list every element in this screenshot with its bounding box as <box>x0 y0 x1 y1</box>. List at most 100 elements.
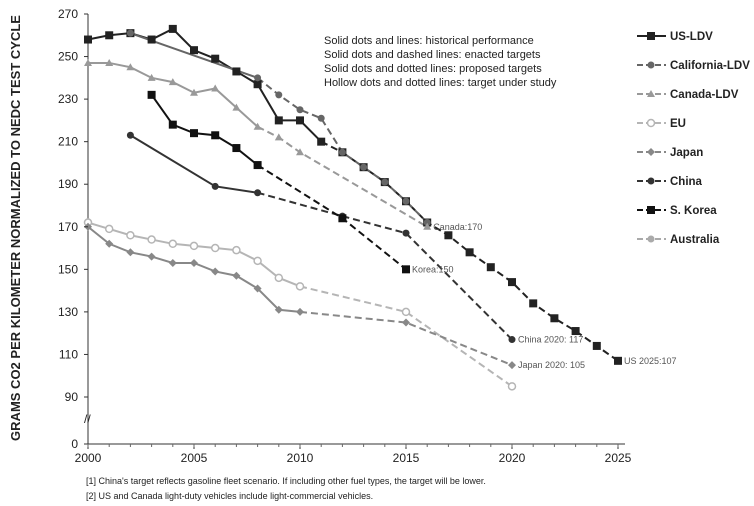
series-s-korea-point <box>168 120 177 129</box>
y-tick-label: 170 <box>58 220 78 234</box>
series-china-point <box>126 131 134 139</box>
series-us-ldv-point <box>571 327 580 336</box>
series-eu-point <box>147 235 156 244</box>
series-japan-point <box>105 239 114 248</box>
series-eu-point <box>210 243 220 253</box>
series-eu-point <box>126 231 135 240</box>
legend-marker-australia <box>647 235 655 243</box>
series-california-ldv-point <box>126 29 134 37</box>
series-japan-point <box>253 284 262 293</box>
series-us-ldv-point <box>296 116 304 125</box>
series-canada-ldv-point <box>423 222 432 230</box>
series-japan-point <box>296 307 304 316</box>
series-canada-ldv-point <box>211 84 220 92</box>
legend-label-australia: Australia <box>670 234 720 246</box>
series-s-korea-point <box>402 265 410 274</box>
legend-label-china: China <box>670 176 703 188</box>
series-us-ldv-point <box>465 248 474 257</box>
legend-marker-japan <box>647 148 655 156</box>
series-canada-ldv-point <box>296 148 304 156</box>
series-china-target-line <box>257 191 513 341</box>
series-us-ldv-point <box>444 231 453 240</box>
series-japan-point <box>168 258 177 267</box>
series-canada-ldv-point <box>232 103 241 111</box>
series-canada-ldv-point <box>105 58 114 66</box>
y-tick-label: 0 <box>71 437 78 451</box>
annotation-label: China 2020: 117 <box>518 335 583 345</box>
note-under-study: Hollow dots and dotted lines: target und… <box>324 77 557 89</box>
series-japan-point <box>190 258 198 267</box>
y-tick-label: 190 <box>58 177 78 191</box>
annotation-label: Canada:170 <box>433 222 482 232</box>
series-canada-ldv-point <box>253 122 262 130</box>
series-eu-historical-line <box>87 221 301 288</box>
chart-notes: Solid dots and lines: historical perform… <box>324 35 557 89</box>
legend-label-s-korea: S. Korea <box>670 205 717 217</box>
series-japan-point <box>274 305 283 314</box>
series-s-korea-point <box>211 131 220 140</box>
series-s-korea-point <box>190 129 198 138</box>
annotation-label: US 2025:107 <box>624 356 677 366</box>
footnote-1: [1] China's target reflects gasoline fle… <box>86 476 486 486</box>
series-s-korea-historical-line <box>150 94 259 166</box>
series-china-point <box>254 189 262 197</box>
series-us-ldv-point <box>274 116 283 125</box>
series-california-ldv-point <box>275 91 283 99</box>
series-canada-ldv-point <box>126 63 135 71</box>
footnote-2: [2] US and Canada light-duty vehicles in… <box>86 491 373 501</box>
legend: US-LDV California-LDV Canada-LDV EU Japan Chi… <box>637 31 750 246</box>
series-japan-point <box>147 252 156 261</box>
y-tick-label: 210 <box>58 135 78 149</box>
series-japan-target-line <box>299 310 513 367</box>
series-us-ldv-point <box>508 278 516 287</box>
series-california-ldv-point <box>254 74 262 82</box>
legend-marker-s-korea <box>647 206 655 214</box>
series-us-ldv-point <box>190 46 198 55</box>
series-us-ldv-point <box>529 299 538 308</box>
series-eu-point <box>507 382 517 391</box>
series-eu-point <box>168 239 178 249</box>
x-tick-label: 2000 <box>75 451 102 465</box>
series-us-ldv-point <box>211 54 220 63</box>
series-japan-point <box>508 361 516 370</box>
series-canada-ldv-point <box>147 73 156 81</box>
series-us-ldv-point <box>550 314 559 323</box>
legend-label-eu: EU <box>670 118 686 130</box>
series-us-ldv-point <box>592 341 601 350</box>
x-tick-label: 2010 <box>287 451 314 465</box>
series-california-ldv-point <box>360 163 368 171</box>
series-japan-point <box>211 267 220 276</box>
series-japan-point <box>126 248 135 257</box>
series-us-ldv-target-line <box>320 140 619 362</box>
series-california-ldv-point <box>338 148 346 156</box>
legend-label-us-ldv: US-LDV <box>670 31 713 43</box>
series-eu-point <box>253 256 262 266</box>
y-tick-label: 270 <box>58 7 78 21</box>
series-japan-point <box>232 271 241 280</box>
series-s-korea-point <box>338 214 347 223</box>
series-us-ldv-point <box>614 356 622 365</box>
series-california-ldv-point <box>423 219 431 227</box>
series-california-ldv-point <box>381 178 389 186</box>
series-us-ldv-point <box>232 67 241 76</box>
series-eu-point <box>104 224 114 234</box>
series-canada-ldv-historical-line <box>88 61 259 128</box>
series-us-ldv-point <box>105 31 114 40</box>
note-proposed: Solid dots and dotted lines: proposed ta… <box>324 63 542 75</box>
series-california-ldv-point <box>317 114 325 122</box>
x-tick-label: 2015 <box>393 451 420 465</box>
series-china-point <box>508 336 516 344</box>
series-canada-ldv-point <box>168 78 177 86</box>
series-eu-point <box>189 241 199 251</box>
y-axis-label-line1: GRAMS CO2 PER KILOMETER NORMALIZED TO NE… <box>8 15 23 441</box>
y-tick-label: 230 <box>58 92 78 106</box>
y-tick-label: 130 <box>58 305 78 319</box>
y-tick-label: 110 <box>59 347 78 361</box>
series-eu-point <box>274 273 284 283</box>
legend-marker-california-ldv <box>647 61 655 69</box>
legend-label-california-ldv: California-LDV <box>670 60 750 72</box>
series-s-korea-point <box>232 144 241 153</box>
axis-break-mark: // <box>84 412 91 426</box>
series-china-point <box>211 182 219 190</box>
